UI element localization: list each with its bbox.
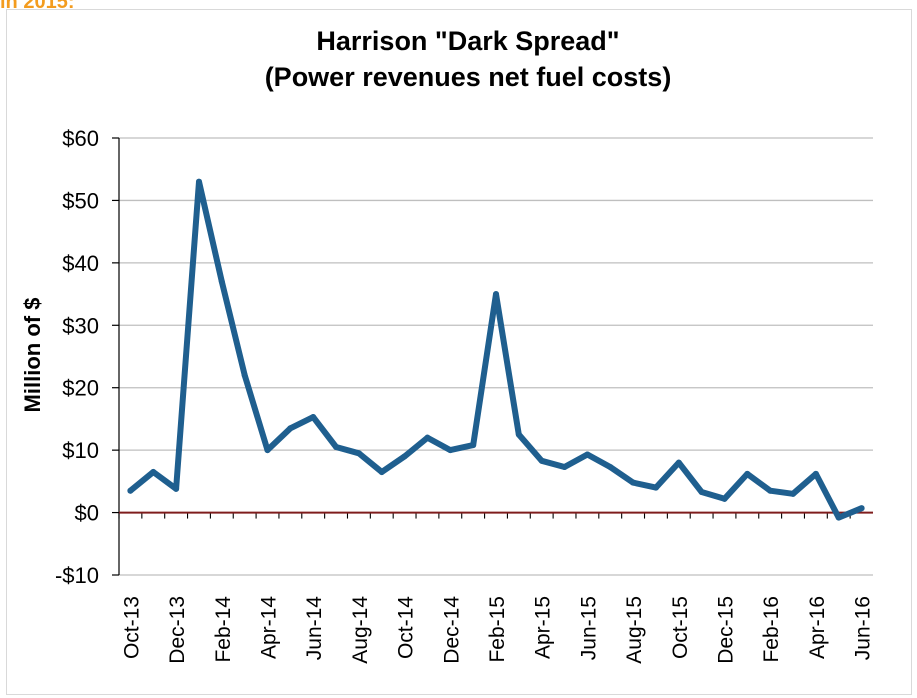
data-point: [744, 470, 751, 477]
data-point: [858, 505, 865, 512]
data-point: [835, 514, 842, 521]
data-point: [150, 468, 157, 475]
x-tick-label: Apr-16: [806, 596, 829, 659]
data-point: [584, 451, 591, 458]
data-point: [264, 447, 271, 454]
data-point: [424, 434, 431, 441]
data-point: [310, 414, 317, 421]
data-point: [195, 178, 202, 185]
data-point: [287, 425, 294, 432]
data-point: [470, 442, 477, 449]
x-tick-label: Jun-14: [303, 596, 326, 661]
data-point: [538, 457, 545, 464]
data-point: [607, 463, 614, 470]
data-point: [630, 479, 637, 486]
data-point: [355, 450, 362, 457]
data-point: [173, 485, 180, 492]
data-point: [767, 487, 774, 494]
y-tick-label: $60: [62, 126, 99, 151]
data-point: [218, 278, 225, 285]
data-point: [652, 484, 659, 491]
data-point: [675, 459, 682, 466]
y-tick-label: $40: [62, 251, 99, 276]
gridlines: [119, 137, 873, 576]
chart-frame: [6, 9, 912, 695]
x-tick-label: Oct-13: [120, 596, 143, 659]
x-tick-label: Feb-16: [760, 596, 783, 663]
data-point: [790, 490, 797, 497]
series-line: [127, 178, 865, 521]
x-tick-label: Feb-15: [486, 596, 509, 663]
x-tick-label: Feb-14: [212, 596, 235, 663]
y-axis-label: Million of $: [20, 298, 45, 413]
y-tick-label: $10: [62, 438, 99, 463]
data-point: [493, 291, 499, 298]
x-tick-label: Dec-13: [166, 596, 189, 664]
y-tick-label: -$10: [55, 563, 99, 588]
x-tick-label: Aug-14: [349, 596, 372, 664]
data-point: [333, 444, 340, 451]
data-point: [561, 463, 568, 470]
data-point: [698, 488, 705, 495]
data-point: [812, 470, 819, 477]
data-point: [721, 495, 728, 502]
x-axis-ticks: Oct-13 Dec-13 Feb-14 Apr-14 Jun-14 Aug-14 Oct-…: [118, 512, 875, 664]
y-axis-ticks: $60 $50 $40 $30 $20 $10 $0 -$10: [55, 126, 120, 588]
data-point: [241, 372, 248, 379]
x-tick-label: Apr-14: [258, 596, 281, 659]
data-point: [401, 453, 408, 460]
data-point: [447, 447, 454, 454]
chart-title-line-1: Harrison "Dark Spread": [316, 26, 619, 56]
x-tick-label: Apr-15: [532, 596, 555, 659]
y-tick-label: $50: [62, 188, 99, 213]
y-tick-label: $30: [62, 313, 99, 338]
x-tick-label: Dec-15: [714, 596, 737, 664]
data-point: [515, 431, 522, 438]
series-group: [119, 178, 873, 521]
y-tick-label: $20: [62, 376, 99, 401]
x-tick-label: Oct-15: [669, 596, 692, 659]
x-tick-label: Jun-16: [852, 596, 875, 660]
x-tick-label: Aug-15: [623, 596, 646, 664]
x-tick-label: Oct-14: [395, 596, 418, 659]
data-point: [378, 468, 385, 475]
y-tick-label: $0: [75, 501, 99, 526]
x-tick-label: Dec-14: [440, 596, 463, 664]
chart-title-line-2: (Power revenues net fuel costs): [265, 62, 672, 92]
data-point: [127, 487, 134, 494]
x-tick-label: Jun-15: [577, 596, 600, 660]
